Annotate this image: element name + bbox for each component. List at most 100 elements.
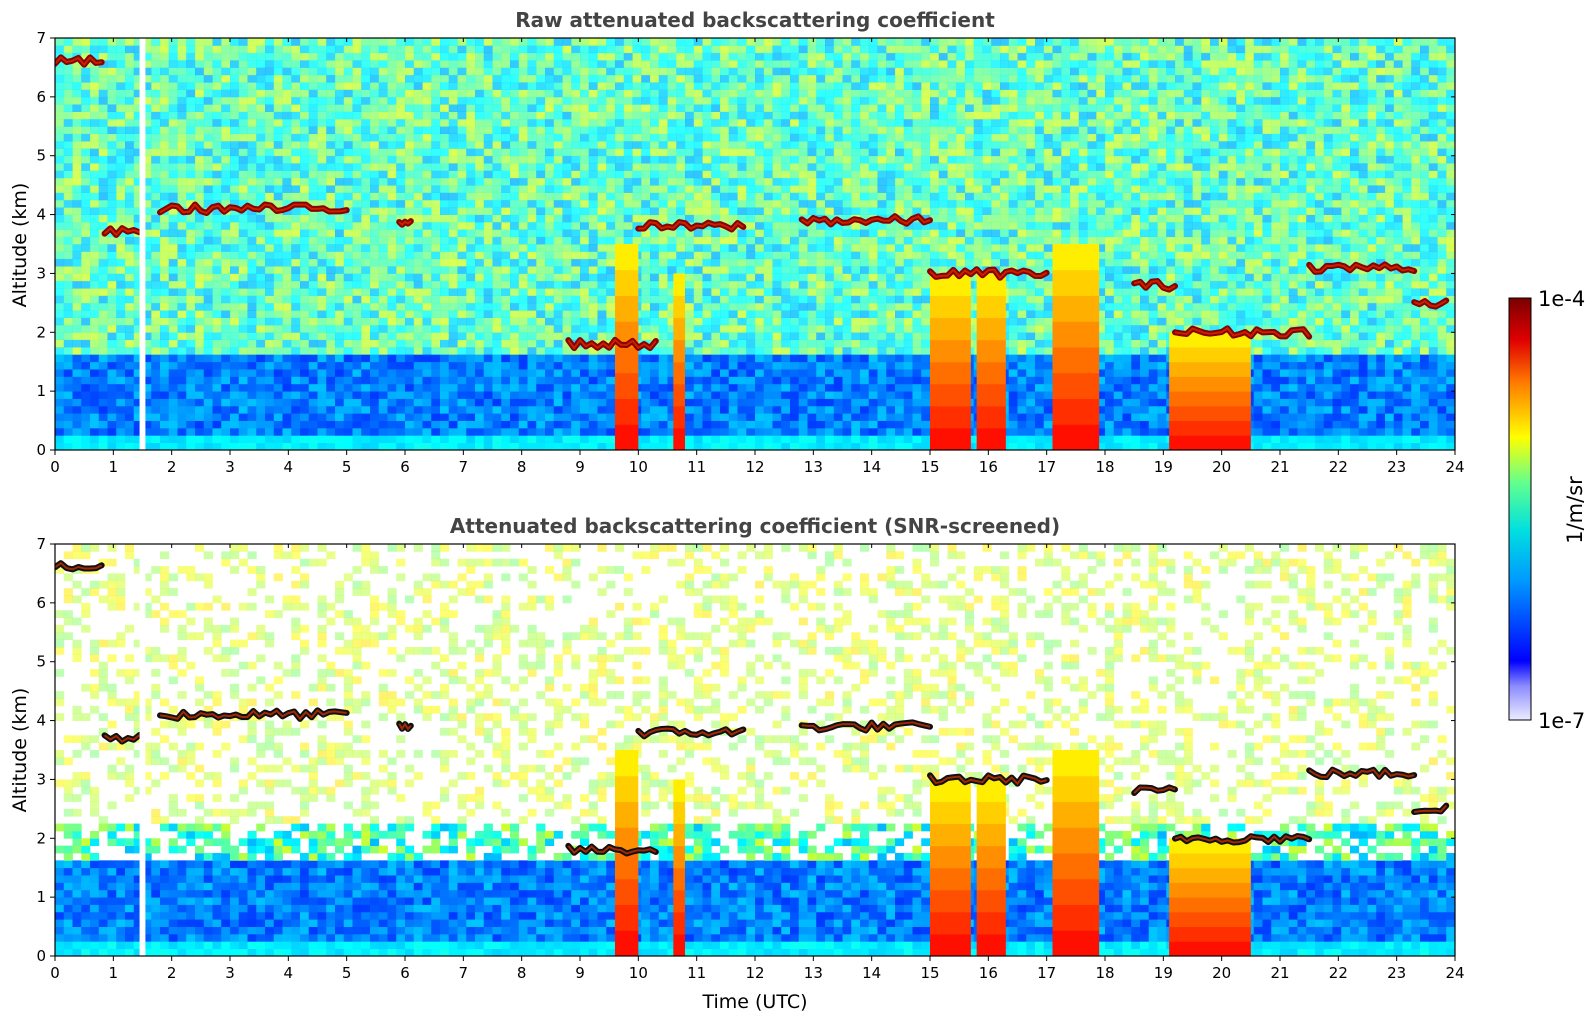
backscatter-cell [90,391,100,399]
backscatter-cell [527,155,537,164]
backscatter-cell [265,207,275,215]
backscatter-cell [116,163,126,171]
backscatter-cell [282,258,292,267]
backscatter-cell [90,192,100,201]
backscatter-cell [650,266,660,274]
backscatter-cell [746,324,756,333]
backscatter-cell [90,185,100,193]
backscatter-cell [256,89,266,98]
backscatter-cell [737,192,747,201]
backscatter-cell [431,170,441,179]
backscatter-cell [168,111,178,120]
backscatter-cell [247,148,257,157]
backscatter-cell [781,141,791,149]
backscatter-cell [825,148,835,157]
backscatter-cell [755,45,765,54]
backscatter-cell [816,141,826,149]
backscatter-cell [606,413,616,421]
backscatter-cell [300,221,310,230]
backscatter-cell [133,45,143,54]
backscatter-cell [195,258,205,267]
backscatter-cell [422,192,432,201]
backscatter-cell [326,273,336,282]
backscatter-cell [466,273,476,282]
backscatter-cell [90,347,100,355]
backscatter-cell [282,427,292,436]
backscatter-cell [798,288,808,296]
backscatter-cell [545,258,555,267]
backscatter-cell [273,398,283,407]
backscatter-cell [728,133,738,142]
backscatter-cell [518,295,528,304]
backscatter-cell [632,163,642,171]
backscatter-cell [212,405,222,414]
backscatter-cell [825,214,835,223]
backscatter-cell [562,67,572,76]
backscatter-cell [343,317,353,326]
backscatter-cell [755,148,765,157]
backscatter-cell [685,376,695,385]
backscatter-cell [588,118,598,127]
backscatter-cell [300,324,310,333]
backscatter-cell [553,244,563,252]
backscatter-cell [466,317,476,326]
backscatter-cell [378,111,388,120]
backscatter-cell [352,427,362,436]
backscatter-cell [667,236,677,245]
backscatter-cell [728,273,738,282]
backscatter-cell [711,155,721,164]
backscatter-cell [116,207,126,215]
backscatter-cell [308,148,318,157]
backscatter-cell [133,398,143,407]
backscatter-cell [536,347,546,355]
backscatter-cell [300,405,310,414]
backscatter-cell [448,52,458,61]
backscatter-cell [370,302,380,311]
backscatter-cell [772,266,782,274]
backscatter-cell [265,302,275,311]
backscatter-cell [518,258,528,267]
backscatter-cell [308,199,318,208]
backscatter-cell [326,376,336,385]
backscatter-cell [72,104,82,112]
backscatter-cell [606,310,616,318]
backscatter-cell [370,391,380,399]
backscatter-cell [168,126,178,135]
backscatter-cell [728,435,738,444]
backscatter-cell [483,288,493,296]
backscatter-cell [632,141,642,149]
backscatter-cell [317,82,327,90]
backscatter-cell [221,310,231,318]
backscatter-cell [693,229,703,238]
backscatter-cell [720,177,730,186]
backscatter-cell [343,376,353,385]
backscatter-cell [580,192,590,201]
backscatter-cell [711,302,721,311]
backscatter-cell [588,104,598,112]
backscatter-cell [571,324,581,333]
backscatter-cell [55,126,65,135]
backscatter-cell [265,251,275,260]
backscatter-cell [151,420,161,429]
backscatter-cell [448,229,458,238]
backscatter-cell [273,170,283,179]
backscatter-cell [483,45,493,54]
backscatter-cell [55,214,65,223]
backscatter-cell [693,324,703,333]
backscatter-cell [641,185,651,193]
backscatter-cell [475,104,485,112]
backscatter-cell [580,266,590,274]
backscatter-cell [501,317,511,326]
backscatter-cell [300,302,310,311]
backscatter-cell [195,126,205,135]
backscatter-cell [641,89,651,98]
backscatter-cell [798,67,808,76]
backscatter-cell [632,52,642,61]
backscatter-cell [151,221,161,230]
backscatter-cell [755,89,765,98]
backscatter-cell [588,427,598,436]
backscatter-cell [571,163,581,171]
backscatter-cell [370,369,380,377]
backscatter-cell [475,413,485,421]
backscatter-cell [116,96,126,105]
